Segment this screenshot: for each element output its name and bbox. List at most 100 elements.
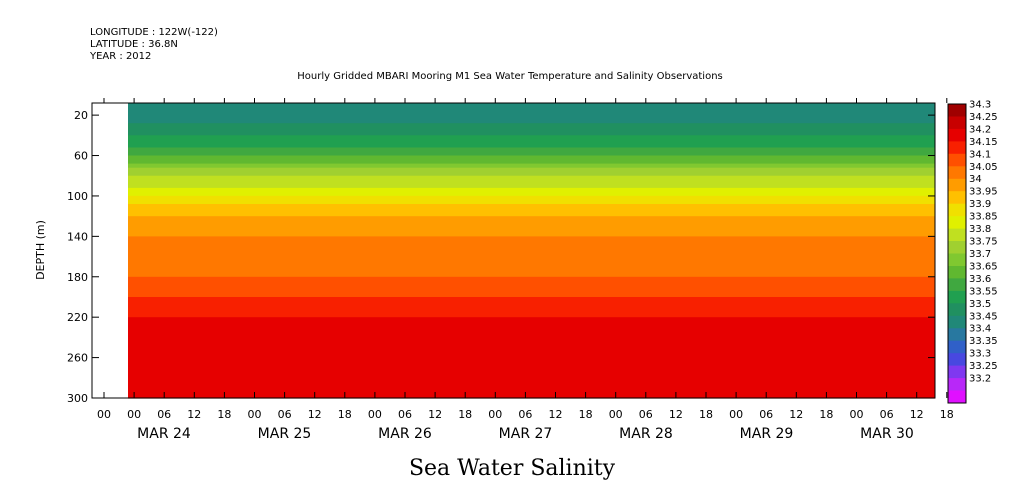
salinity-band [128,329,935,334]
colorbar-label: 33.4 [969,324,991,335]
colorbar-cell [948,228,966,242]
salinity-band [128,111,935,116]
colorbar-label: 33.65 [969,261,998,272]
colorbar-cell [948,191,966,205]
salinity-band [128,147,935,153]
year-label: YEAR : 2012 [89,51,151,62]
colorbar-label: 33.25 [969,361,998,372]
colorbar-cell [948,340,966,354]
x-tick-label: 00 [248,408,262,421]
colorbar-label: 34.25 [969,112,998,123]
colorbar-cell [948,141,966,155]
x-tick-label: 00 [127,408,141,421]
salinity-band [128,171,935,177]
salinity-band [128,107,935,112]
salinity-band [128,183,935,189]
colorbar-cell [948,178,966,192]
x-tick-label: 06 [157,408,171,421]
x-day-label: MAR 25 [258,426,312,442]
plot-area [91,102,936,399]
x-axis: 00 00 06 12 18 00 06 12 18 00 06 12 18 00 06 12 18 00 06 12… [97,98,954,442]
colorbar-cell [948,266,966,279]
salinity-band [128,139,935,144]
colorbar-cell [948,290,966,304]
salinity-band [128,381,935,387]
colorbar-cell [948,303,966,317]
x-tick-label: 12 [187,408,201,421]
salinity-band [128,284,935,290]
x-tick-label: 18 [217,408,231,421]
colorbar-label: 34.3 [969,100,991,111]
y-tick-label: 20 [74,109,88,122]
colorbar-cell [948,128,966,142]
salinity-band [128,276,935,282]
y-tick-label: 220 [67,311,88,324]
colorbar-label: 33.5 [969,299,991,310]
salinity-band [128,280,935,286]
chart-title: Hourly Gridded MBARI Mooring M1 Sea Wate… [297,71,723,82]
salinity-band [128,268,935,274]
colorbar-label: 33.9 [969,199,991,210]
salinity-band [128,179,935,185]
salinity-band [128,394,935,399]
colorbar-cell [948,378,966,392]
x-tick-label: 06 [518,408,532,421]
salinity-band [128,204,935,209]
salinity-band [128,163,935,169]
salinity-band [128,195,935,201]
salinity-band [128,325,935,330]
salinity-band [128,349,935,355]
colorbar-label: 33.75 [969,237,998,248]
salinity-band [128,385,935,391]
x-day-label: MAR 30 [860,426,914,442]
salinity-band [128,143,935,148]
x-tick-label: 00 [729,408,743,421]
colorbar-cell [948,390,966,404]
salinity-band [128,313,935,318]
salinity-band [128,135,935,140]
colorbar-label: 33.3 [969,349,991,360]
salinity-band [128,248,935,254]
colorbar-label: 34.05 [969,162,998,173]
x-tick-label: 06 [639,408,653,421]
salinity-band [128,292,935,298]
salinity-band [128,353,935,359]
salinity-band [128,260,935,266]
variable-title: Sea Water Salinity [409,456,616,481]
y-tick-label: 60 [74,150,88,163]
salinity-band [128,232,935,237]
salinity-band [128,151,935,157]
salinity-band [128,123,935,128]
longitude-label: LONGITUDE : 122W(-122) [90,27,218,38]
x-tick-label: 18 [338,408,352,421]
x-tick-label: 06 [880,408,894,421]
colorbar-label: 33.8 [969,224,991,235]
salinity-band [128,272,935,278]
x-tick-label: 18 [940,408,954,421]
y-axis: 20 60 100 140 180 220 260 300 [67,109,935,405]
salinity-band [128,365,935,371]
colorbar-label: 33.35 [969,336,998,347]
x-tick-label: 12 [308,408,322,421]
y-tick-label: 180 [67,271,88,284]
x-tick-label: 00 [97,408,111,421]
x-tick-label: 00 [488,408,502,421]
salinity-band [128,228,935,233]
x-day-label: MAR 29 [740,426,794,442]
salinity-band [128,119,935,124]
salinity-band [128,252,935,258]
salinity-band [128,377,935,383]
x-tick-label: 18 [699,408,713,421]
salinity-band [128,208,935,213]
x-tick-label: 18 [819,408,833,421]
salinity-band [128,389,935,395]
x-tick-label: 00 [850,408,864,421]
colorbar-frame [947,103,967,404]
colorbar-label: 33.6 [969,274,991,285]
salinity-band [128,216,935,221]
salinity-band [128,264,935,270]
y-axis-label: DEPTH (m) [34,220,47,280]
x-day-label: MAR 27 [499,426,553,442]
colorbar-cell [948,315,966,329]
